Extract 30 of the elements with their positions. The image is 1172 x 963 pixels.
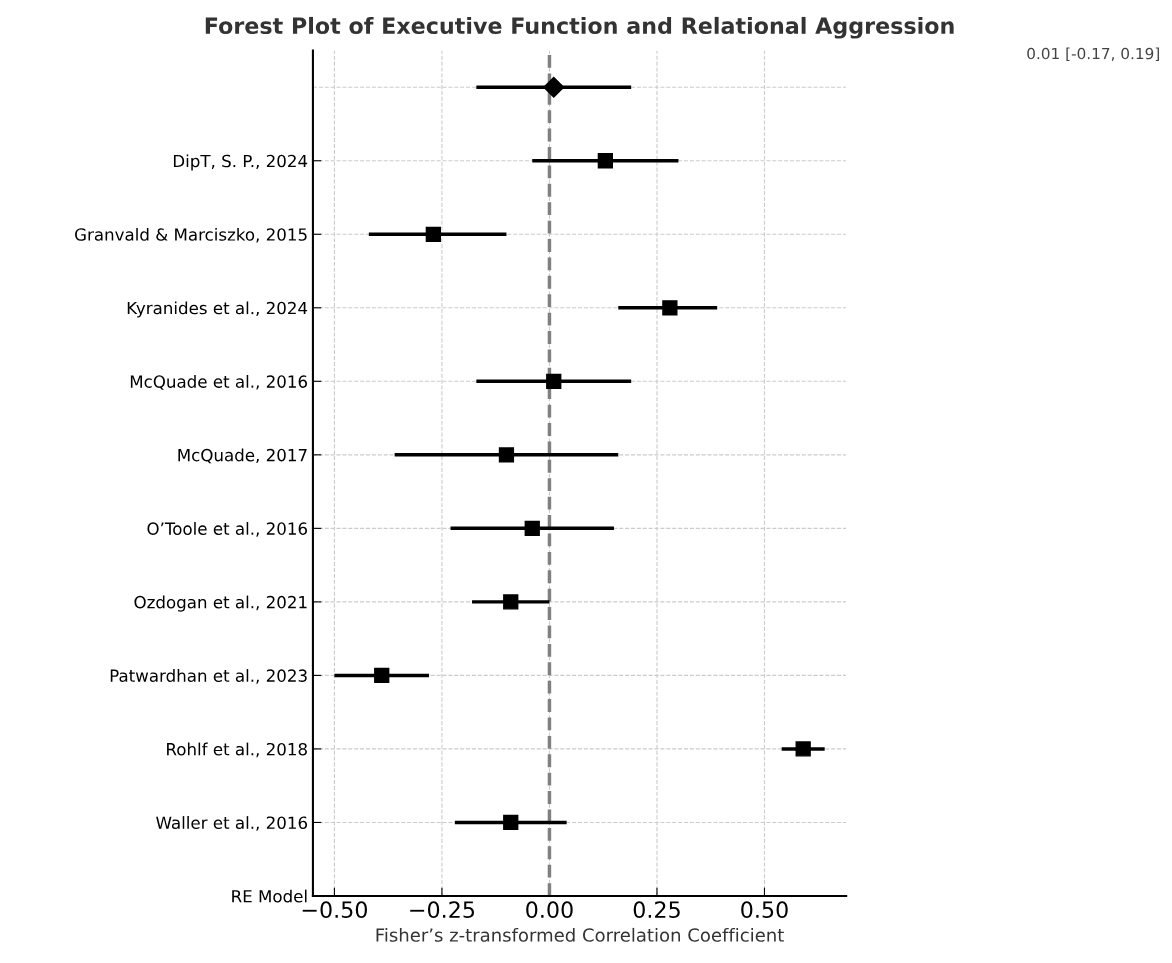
x-tick-label: 0.25 (633, 901, 680, 919)
x-tick-label: −0.25 (410, 901, 475, 919)
y-tick-label: Kyranides et al., 2024 (127, 301, 308, 318)
y-tick-label: Waller et al., 2016 (156, 816, 308, 831)
point (662, 300, 678, 316)
y-tick-label: RE Model (232, 889, 307, 903)
x-tick-label: 0.50 (741, 901, 788, 919)
y-tick-label: Rohlf et al., 2018 (167, 742, 307, 758)
point (524, 520, 540, 536)
y-tick-label: Patwardhan et al., 2023 (110, 669, 307, 684)
point (374, 667, 390, 684)
point (498, 447, 515, 463)
y-tick-label: Granvald & Marciszko, 2015 (75, 227, 307, 243)
point (597, 153, 613, 169)
text: 0.01 [-0.17, 0.19] (1027, 47, 1159, 62)
chart-title: Forest Plot of Executive Function and Relational Aggression (205, 16, 954, 39)
y-tick-label: O’Toole et al., 2016 (147, 522, 308, 537)
y-tick-label: McQuade, 2017 (178, 448, 307, 464)
x-tick-label: −0.50 (302, 901, 367, 919)
point (546, 373, 562, 389)
point (503, 814, 519, 831)
point (425, 226, 441, 242)
x-axis-title: Fisher’s z-transformed Correlation Coefficient (376, 927, 784, 942)
y-tick-label: DipT, S. P., 2024 (173, 154, 308, 171)
y-tick-label: Ozdogan et al., 2021 (134, 595, 307, 612)
point (795, 741, 811, 757)
y-tick-label: McQuade et al., 2016 (130, 374, 308, 390)
x-tick-label: 0.00 (526, 901, 573, 919)
point (503, 594, 519, 610)
point (543, 76, 565, 98)
